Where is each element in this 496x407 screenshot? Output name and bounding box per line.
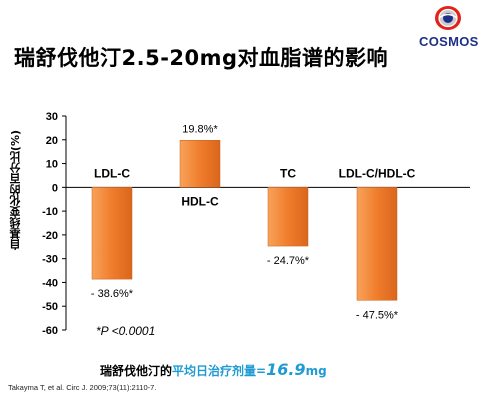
data-label: - 24.7%* [267,255,310,267]
bar [91,187,133,280]
y-tick-label: -20 [42,230,58,242]
category-label: TC [280,166,296,180]
y-tick-label: -10 [42,206,58,218]
y-tick-label: 0 [52,182,58,194]
dose-footer: 瑞舒伐他汀的平均日治疗剂量=16.9mg [100,360,327,379]
y-tick-label: -40 [42,277,58,289]
y-tick-label: -60 [42,325,58,337]
reference-citation: Takayma T, et al. Circ J. 2009;73(11):21… [8,383,157,392]
dose-value: 16.9 [266,360,306,379]
cosmos-logo-icon [435,6,461,30]
dose-prefix: 瑞舒伐他汀的 [100,364,173,378]
significance-note: *P <0.0001 [96,324,156,338]
dose-highlight: 平均日治疗剂量= [172,364,267,378]
y-tick-label: -50 [42,301,58,313]
y-tick-label: 10 [46,159,58,171]
data-label: 19.8%* [182,123,218,135]
bar [267,187,309,247]
category-label: LDL-C [94,166,130,180]
data-label: - 38.6%* [91,288,134,300]
y-tick-label: 20 [46,135,58,147]
y-tick-label: -30 [42,254,58,266]
bar [356,187,398,301]
y-tick-label: 30 [46,111,58,123]
logo-text: COSMOS [419,34,479,49]
bar [179,140,221,188]
category-label: HDL-C [181,194,219,208]
category-label: LDL-C/HDL-C [339,166,416,180]
data-label: - 47.5%* [356,309,399,321]
dose-unit: mg [305,364,327,378]
page-title: 瑞舒伐他汀2.5-20mg对血脂谱的影响 [14,46,389,70]
